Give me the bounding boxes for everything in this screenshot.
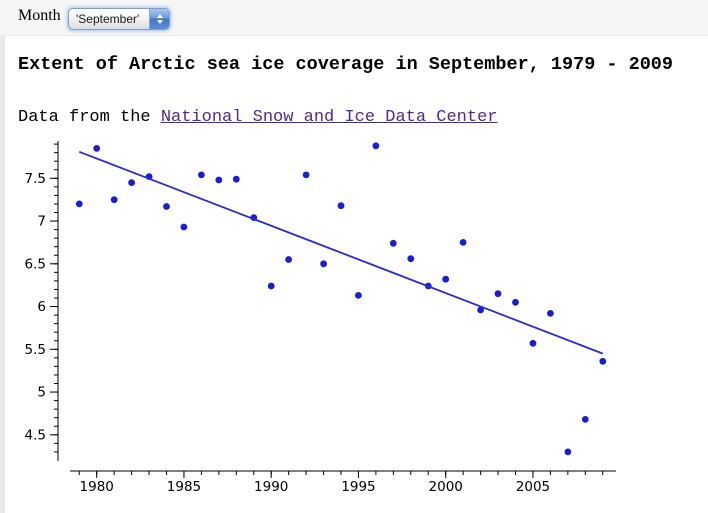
data-point bbox=[128, 179, 136, 186]
data-point bbox=[477, 306, 484, 314]
data-point bbox=[320, 260, 327, 268]
data-point bbox=[93, 145, 101, 152]
data-point bbox=[372, 142, 380, 150]
interact-control-bar: Month 'September' bbox=[0, 0, 708, 36]
data-point bbox=[494, 290, 502, 298]
data-point bbox=[285, 256, 292, 263]
data-point bbox=[110, 196, 118, 204]
x-tick-label: 1985 bbox=[167, 479, 201, 495]
data-point bbox=[232, 175, 240, 183]
cell-left-margin bbox=[0, 36, 5, 513]
data-point bbox=[180, 223, 188, 231]
data-point bbox=[389, 239, 397, 247]
month-dropdown[interactable]: 'September' bbox=[68, 8, 170, 30]
y-tick-label: 6.5 bbox=[25, 256, 46, 272]
data-source-line: Data from the National Snow and Ice Data… bbox=[18, 108, 497, 127]
page-title: Extent of Arctic sea ice coverage in Sep… bbox=[18, 54, 674, 75]
sea-ice-scatter-chart: 4.5 5 5.5 6 6.5 7 7.5 1980 1985 1990 1995 2000 2005 bbox=[25, 141, 616, 495]
data-point bbox=[267, 282, 275, 290]
y-tick-label: 7 bbox=[37, 214, 46, 230]
data-point bbox=[547, 310, 554, 317]
data-point bbox=[163, 203, 170, 210]
y-axis: 4.5 5 5.5 6 6.5 7 7.5 bbox=[25, 141, 59, 461]
data-point bbox=[198, 171, 205, 179]
data-point bbox=[459, 239, 467, 246]
y-tick-label: 5.5 bbox=[25, 342, 46, 358]
x-tick-label: 1990 bbox=[254, 479, 288, 495]
data-point bbox=[512, 298, 519, 306]
x-tick-label: 1980 bbox=[80, 479, 114, 495]
data-point bbox=[442, 275, 450, 283]
dropdown-stepper-icon bbox=[149, 9, 169, 29]
data-point bbox=[564, 448, 572, 456]
data-point bbox=[355, 292, 362, 299]
nsidc-link[interactable]: National Snow and Ice Data Center bbox=[160, 108, 498, 127]
data-point bbox=[581, 416, 589, 423]
data-point bbox=[407, 255, 415, 263]
x-tick-label: 1995 bbox=[341, 479, 375, 495]
x-tick-label: 2000 bbox=[429, 479, 463, 495]
data-points bbox=[75, 142, 607, 456]
data-source-prefix: Data from the bbox=[18, 108, 161, 127]
data-point bbox=[302, 171, 310, 179]
month-label: Month bbox=[18, 7, 61, 24]
x-tick-label: 2005 bbox=[516, 479, 550, 495]
data-point bbox=[75, 200, 83, 208]
data-point bbox=[599, 357, 607, 365]
arrow-down-icon bbox=[156, 20, 163, 25]
data-point bbox=[337, 202, 345, 210]
trend-line bbox=[78, 150, 604, 355]
y-tick-label: 4.5 bbox=[25, 427, 46, 443]
x-axis: 1980 1985 1990 1995 2000 2005 bbox=[70, 470, 616, 495]
arrow-up-icon bbox=[156, 13, 163, 18]
y-tick-label: 6 bbox=[37, 299, 46, 315]
y-tick-label: 5 bbox=[37, 385, 46, 401]
data-point bbox=[529, 339, 537, 347]
month-dropdown-value: 'September' bbox=[76, 12, 140, 26]
y-tick-label: 7.5 bbox=[25, 171, 46, 187]
data-point bbox=[215, 176, 223, 184]
